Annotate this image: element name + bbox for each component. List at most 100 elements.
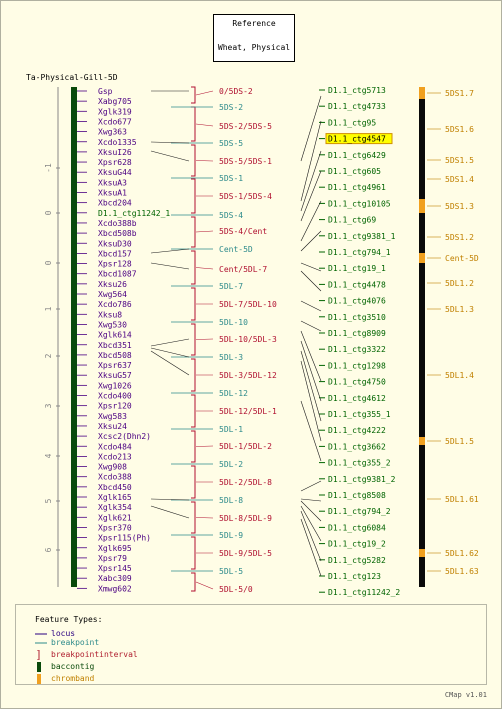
locus-label[interactable]: Xwg1026 <box>98 381 132 390</box>
band-label[interactable]: 5DS1.2 <box>445 233 474 242</box>
breakpoint-interval-label[interactable]: 0/5DS-2 <box>219 87 253 96</box>
breakpoint-label[interactable]: 5DS-4 <box>219 211 243 220</box>
breakpoint-interval-label[interactable]: 5DL-9/5DL-5 <box>219 549 272 558</box>
locus-label[interactable]: Xabc309 <box>98 574 132 583</box>
breakpoint-label[interactable]: 5DL-1 <box>219 425 243 434</box>
locus-label[interactable]: Xbcd508 <box>98 351 132 360</box>
contig-label[interactable]: D1.1_ctg794_1 <box>328 248 391 257</box>
breakpoint-interval-label[interactable]: 5DS-4/Cent <box>219 227 267 236</box>
band-label[interactable]: Cent-5D <box>445 254 479 263</box>
band-label[interactable]: 5DS1.3 <box>445 202 474 211</box>
breakpoint-interval-bracket[interactable] <box>191 465 196 499</box>
locus-label[interactable]: Xcdo388b <box>98 219 137 228</box>
breakpoint-interval-label[interactable]: 5DS-1/5DS-4 <box>219 192 272 201</box>
locus-label[interactable]: XksuD30 <box>98 239 132 248</box>
breakpoint-interval-bracket[interactable] <box>191 287 196 321</box>
breakpoint-label[interactable]: 5DS-5 <box>219 139 243 148</box>
breakpoint-interval-label[interactable]: 5DL-3/5DL-12 <box>219 371 277 380</box>
locus-label[interactable]: Xwg564 <box>98 290 127 299</box>
locus-label[interactable]: Xglk695 <box>98 544 132 553</box>
band-label[interactable]: 5DL1.2 <box>445 279 474 288</box>
breakpoint-label[interactable]: 5DL-9 <box>219 531 243 540</box>
locus-label[interactable]: Xwg363 <box>98 128 127 137</box>
locus-label[interactable]: Xpsr79 <box>98 554 127 563</box>
contig-label[interactable]: D1.1_ctg3322 <box>328 345 386 354</box>
breakpoint-label[interactable]: 5DL-5 <box>219 567 243 576</box>
breakpoint-interval-label[interactable]: 5DL-12/5DL-1 <box>219 407 277 416</box>
locus-label[interactable]: Xwg583 <box>98 412 127 421</box>
locus-label[interactable]: Xglk614 <box>98 331 132 340</box>
locus-label[interactable]: Xbcd157 <box>98 249 132 258</box>
locus-label[interactable]: XksuG44 <box>98 168 132 177</box>
contig-label[interactable]: D1.1_ctg9381_2 <box>328 475 396 484</box>
chromosome-bar[interactable] <box>71 87 77 587</box>
breakpoint-interval-label[interactable]: 5DL-2/5DL-8 <box>219 478 272 487</box>
contig-label[interactable]: D1.1_ctg8909 <box>328 329 386 338</box>
locus-label[interactable]: Xmwg602 <box>98 584 132 593</box>
breakpoint-label[interactable]: 5DL-7 <box>219 282 243 291</box>
breakpoint-interval-bracket[interactable] <box>191 430 196 463</box>
locus-label[interactable]: Xcdo1335 <box>98 138 137 147</box>
contig-label[interactable]: D1.1_ctg4547 <box>328 135 386 144</box>
locus-label[interactable]: XksuA1 <box>98 189 127 198</box>
locus-label[interactable]: Xpsr128 <box>98 260 132 269</box>
locus-label[interactable]: Xbcd204 <box>98 199 132 208</box>
contig-label[interactable]: D1.1_ctg3510 <box>328 313 386 322</box>
contig-label[interactable]: D1.1_ctg11242_2 <box>328 588 400 597</box>
reference-map-name[interactable]: Wheat, Physical <box>217 43 291 52</box>
locus-label[interactable]: Xcdo677 <box>98 117 132 126</box>
contig-label[interactable]: D1.1_ctg4222 <box>328 426 386 435</box>
band-label[interactable]: 5DL1.63 <box>445 567 479 576</box>
contig-label[interactable]: D1.1_ctg95 <box>328 118 376 127</box>
breakpoint-label[interactable]: 5DS-1 <box>219 174 243 183</box>
breakpoint-interval-label[interactable]: 5DS-5/5DS-1 <box>219 157 272 166</box>
contig-label[interactable]: D1.1_ctg19_1 <box>328 264 386 273</box>
contig-label[interactable]: D1.1_ctg10105 <box>328 199 391 208</box>
breakpoint-interval-label[interactable]: Cent/5DL-7 <box>219 265 267 274</box>
breakpoint-interval-bracket[interactable] <box>191 323 196 356</box>
locus-label[interactable]: Xpsr145 <box>98 564 132 573</box>
breakpoint-interval-label[interactable]: 5DL-5/0 <box>219 585 253 594</box>
locus-label[interactable]: Xpsr637 <box>98 361 132 370</box>
band-label[interactable]: 5DL1.3 <box>445 305 474 314</box>
contig-label[interactable]: D1.1_ctg4612 <box>328 394 386 403</box>
locus-label[interactable]: Xabg705 <box>98 97 132 106</box>
contig-label[interactable]: D1.1_ctg794_2 <box>328 507 391 516</box>
band-label[interactable]: 5DL1.5 <box>445 437 474 446</box>
breakpoint-label[interactable]: Cent-5D <box>219 245 253 254</box>
contig-label[interactable]: D1.1_ctg355_2 <box>328 459 391 468</box>
breakpoint-interval-label[interactable]: 5DS-2/5DS-5 <box>219 122 272 131</box>
breakpoint-label[interactable]: 5DL-8 <box>219 496 243 505</box>
chromband-bar[interactable] <box>419 87 425 587</box>
locus-label[interactable]: Xcsc2(Dhn2) <box>98 432 151 441</box>
breakpoint-label[interactable]: 5DL-2 <box>219 460 243 469</box>
locus-label[interactable]: Xksu26 <box>98 280 127 289</box>
reference-box[interactable]: Reference Wheat, Physical <box>213 14 295 62</box>
locus-label[interactable]: Xbcd351 <box>98 341 132 350</box>
contig-label[interactable]: D1.1_ctg3662 <box>328 442 386 451</box>
contig-label[interactable]: D1.1_ctg123 <box>328 572 381 581</box>
contig-label[interactable]: D1.1_ctg4076 <box>328 297 386 306</box>
breakpoint-label[interactable]: 5DL-3 <box>219 353 243 362</box>
contig-label[interactable]: D1.1_ctg4961 <box>328 183 386 192</box>
locus-label[interactable]: Xcdo213 <box>98 452 132 461</box>
contig-label[interactable]: D1.1_ctg6084 <box>328 523 386 532</box>
locus-label[interactable]: Xglk354 <box>98 503 132 512</box>
breakpoint-interval-bracket[interactable] <box>191 394 196 428</box>
contig-label[interactable]: D1.1_ctg605 <box>328 167 381 176</box>
locus-label[interactable]: XksuG57 <box>98 371 132 380</box>
contig-label[interactable]: D1.1_ctg4750 <box>328 378 386 387</box>
locus-label[interactable]: Xbcd450 <box>98 483 132 492</box>
locus-label[interactable]: Xcdo400 <box>98 392 132 401</box>
contig-label[interactable]: D1.1_ctg6429 <box>328 151 386 160</box>
locus-label[interactable]: XksuI26 <box>98 148 132 157</box>
locus-label[interactable]: Xcdo484 <box>98 442 132 451</box>
locus-label[interactable]: Xglk621 <box>98 513 132 522</box>
breakpoint-interval-bracket[interactable] <box>191 178 196 214</box>
locus-label[interactable]: Xpsr370 <box>98 523 132 532</box>
band-label[interactable]: 5DS1.4 <box>445 175 474 184</box>
contig-label[interactable]: D1.1_ctg4478 <box>328 280 386 289</box>
contig-label[interactable]: D1.1_ctg19_2 <box>328 540 386 549</box>
band-label[interactable]: 5DL1.61 <box>445 495 479 504</box>
locus-label[interactable]: Xglk165 <box>98 493 132 502</box>
